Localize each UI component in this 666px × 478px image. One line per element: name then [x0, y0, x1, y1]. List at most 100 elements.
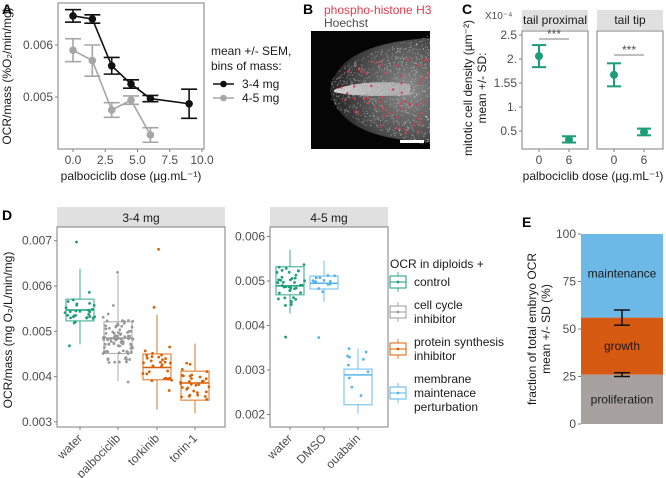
hoechst-speckle: [340, 98, 342, 100]
hoechst-speckle: [398, 51, 400, 53]
hoechst-speckle: [406, 105, 408, 107]
hoechst-speckle: [357, 103, 359, 105]
data-point: [159, 365, 163, 369]
hoechst-speckle: [417, 133, 419, 135]
panel-e-ylabel-line1: fraction of total embryo OCR: [525, 253, 539, 405]
hoechst-speckle: [334, 81, 336, 83]
hoechst-speckle: [393, 106, 395, 108]
hoechst-speckle: [335, 99, 337, 101]
data-point: [146, 131, 155, 139]
hoechst-speckle: [426, 115, 428, 117]
hoechst-speckle: [347, 87, 349, 89]
hoechst-speckle: [337, 106, 339, 108]
data-point: [131, 319, 135, 323]
hoechst-speckle: [371, 95, 373, 97]
hoechst-speckle: [426, 119, 428, 121]
hoechst-speckle: [364, 112, 366, 114]
hoechst-speckle: [403, 78, 405, 80]
data-point: [192, 389, 196, 393]
phh3-nucleus: [395, 63, 398, 67]
hoechst-speckle: [357, 93, 359, 95]
hoechst-speckle: [363, 68, 365, 70]
hoechst-speckle: [398, 99, 400, 101]
hoechst-speckle: [421, 125, 423, 127]
hoechst-speckle: [411, 70, 413, 72]
hoechst-speckle: [374, 109, 376, 111]
hoechst-speckle: [429, 58, 430, 60]
legend-label: 3-4 mg: [242, 77, 279, 91]
hoechst-speckle: [399, 58, 401, 60]
hoechst-speckle: [374, 117, 376, 119]
hoechst-speckle: [344, 81, 346, 83]
hoechst-speckle: [349, 68, 351, 70]
hoechst-speckle: [385, 120, 387, 122]
hoechst-speckle: [392, 55, 394, 57]
data-point: [348, 355, 351, 359]
hoechst-speckle: [404, 96, 406, 98]
hoechst-speckle: [419, 94, 421, 96]
phh3-nucleus: [371, 60, 374, 64]
facet-tail-proximal: tail proximal 0 6 ***: [521, 10, 589, 167]
hoechst-speckle: [384, 68, 386, 70]
hoechst-speckle: [378, 94, 380, 96]
hoechst-speckle: [340, 106, 342, 108]
hoechst-speckle: [425, 63, 427, 65]
hoechst-speckle: [406, 120, 408, 122]
hoechst-speckle: [389, 127, 391, 129]
hoechst-speckle: [406, 112, 408, 114]
phh3-nucleus: [353, 85, 356, 88]
data-point: [318, 276, 322, 280]
data-point: [121, 349, 125, 353]
phh3-nucleus: [400, 107, 403, 110]
hoechst-speckle: [377, 98, 379, 100]
hoechst-speckle: [417, 87, 419, 89]
hoechst-speckle: [402, 49, 404, 51]
hoechst-speckle: [381, 54, 383, 56]
hoechst-speckle: [409, 127, 411, 129]
hoechst-speckle: [426, 49, 428, 51]
panel-e-chart: 0 25 50 75 100 proliferation growth maintenanc…: [525, 227, 663, 431]
hoechst-speckle: [391, 117, 393, 119]
phh3-nucleus: [380, 124, 383, 127]
hoechst-speckle: [364, 116, 366, 118]
hoechst-speckle: [394, 132, 396, 134]
hoechst-speckle: [366, 88, 368, 90]
box-iqr: [343, 368, 373, 406]
data-point: [113, 360, 117, 364]
box-torkinib: torkinib: [125, 247, 174, 468]
hoechst-speckle: [357, 85, 359, 87]
data-point: [108, 326, 111, 330]
hoechst-speckle: [409, 56, 411, 58]
data-point: [88, 301, 91, 305]
data-point: [69, 12, 77, 20]
hoechst-speckle: [415, 93, 417, 95]
data-point: [119, 333, 122, 336]
hoechst-speckle: [428, 123, 430, 125]
hoechst-speckle: [422, 124, 424, 126]
y-tick-label: 0.006: [22, 279, 52, 293]
hoechst-speckle: [369, 87, 371, 89]
hoechst-speckle: [425, 132, 427, 134]
hoechst-speckle: [426, 138, 428, 140]
data-point: [303, 279, 307, 283]
x-tick-label: 0: [536, 153, 543, 167]
panel-d-legend-title: OCR in diploids +: [390, 257, 484, 271]
box-water: water: [54, 240, 97, 463]
hoechst-speckle: [429, 64, 430, 66]
hoechst-speckle: [404, 48, 406, 50]
hoechst-speckle: [393, 48, 395, 50]
legend-key-point: [396, 310, 400, 314]
hoechst-speckle: [398, 84, 400, 86]
data-point: [113, 334, 117, 337]
phh3-nucleus: [416, 117, 420, 120]
data-point: [164, 357, 168, 361]
y-tick-label: 0.006: [23, 38, 53, 52]
hoechst-speckle: [428, 132, 430, 134]
hoechst-speckle: [359, 85, 361, 87]
hoechst-speckle: [399, 61, 401, 63]
hoechst-speckle: [346, 82, 348, 84]
hoechst-speckle: [377, 119, 379, 121]
hoechst-speckle: [405, 111, 407, 113]
hoechst-speckle: [403, 96, 405, 98]
